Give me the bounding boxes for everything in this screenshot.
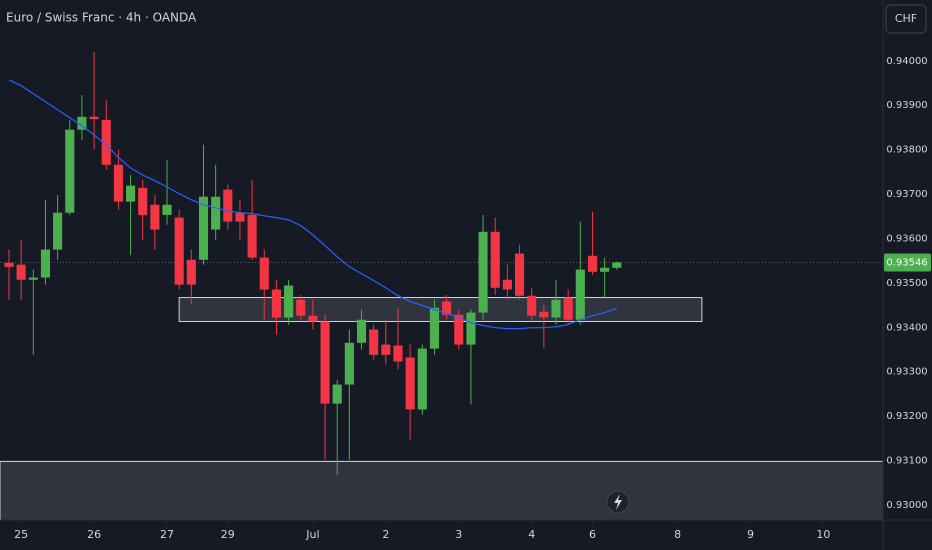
candle-body [563,297,573,320]
candle-body [284,285,294,318]
candle-body [612,262,622,268]
candle-body [514,253,525,296]
candle-body [150,204,160,230]
y-tick-label: 0.93800 [886,145,927,156]
candle-body [259,257,269,290]
y-tick-label: 0.93700 [886,189,927,200]
last-price-label: 0.93546 [886,257,927,268]
candle-body [271,289,281,318]
candle-body [454,314,464,345]
y-tick-label: 0.93000 [886,500,927,511]
candle-body [162,204,172,215]
candle-body [296,299,306,316]
alert-icon[interactable] [606,490,630,514]
moving-average [8,79,617,330]
y-tick-label: 0.93400 [886,322,927,333]
candle-body [405,357,415,410]
candle-body [587,255,598,272]
candle-body [381,344,391,355]
x-tick-label: 8 [674,528,681,541]
candle-body [223,189,233,222]
candle-body [369,329,379,355]
candle-body [527,295,537,316]
candle-body [211,196,221,230]
candle-body [344,342,354,385]
candle-body [89,116,99,120]
candle-body [490,231,500,288]
zone [178,297,703,323]
candle-body [186,259,196,285]
y-tick-label: 0.93100 [886,455,927,466]
candle-body [356,319,367,343]
candle-body [539,311,549,318]
candle-body [4,262,14,267]
x-tick-label: 27 [160,528,174,541]
x-tick-label: 6 [589,528,596,541]
candle-body [308,315,318,322]
candle-body [125,185,136,202]
candle-body [198,196,209,260]
candle-body [28,277,38,280]
candle-body [429,307,440,349]
candle-body [65,129,75,213]
candle-body [600,267,610,272]
candle-body [320,321,330,404]
y-tick-label: 0.93600 [886,233,927,244]
x-tick-label: 2 [382,528,389,541]
candle-body [113,164,123,202]
candle-body [247,214,257,258]
x-tick-label: 9 [747,528,754,541]
chart-title: Euro / Swiss Franc · 4h · OANDA [6,11,197,25]
candle-body [417,348,427,410]
candle-body [138,187,148,215]
y-tick-label: 0.94000 [886,56,927,67]
y-tick-label: 0.93200 [886,411,927,422]
x-tick-label: 25 [14,528,28,541]
plot-area [0,51,884,521]
candle-body [502,279,512,290]
candle-body [40,249,51,278]
candle-body [466,312,476,345]
candle-body [235,212,245,222]
y-tick-label: 0.93500 [886,278,927,289]
candle-body [16,264,26,280]
candle-body [551,299,561,318]
candle-body [393,345,403,362]
currency-button[interactable] [885,4,927,34]
candle-body [53,212,63,250]
candle-body [101,119,111,165]
candle-body [77,116,87,130]
candle-body [174,217,184,285]
last-price-box [884,253,931,272]
candle-body [478,231,488,313]
y-tick-label: 0.93900 [886,100,927,111]
x-tick-label: 29 [221,528,235,541]
x-tick-label: 10 [816,528,830,541]
currency-label[interactable]: CHF [895,12,917,25]
x-tick-label: Jul [305,528,319,541]
x-tick-label: 4 [528,528,535,541]
zone [0,460,884,521]
candle-body [575,269,585,320]
candle-body [442,301,452,315]
x-tick-label: 26 [87,528,101,541]
y-tick-label: 0.93300 [886,367,927,378]
candle-body [332,384,342,404]
x-tick-label: 3 [455,528,462,541]
